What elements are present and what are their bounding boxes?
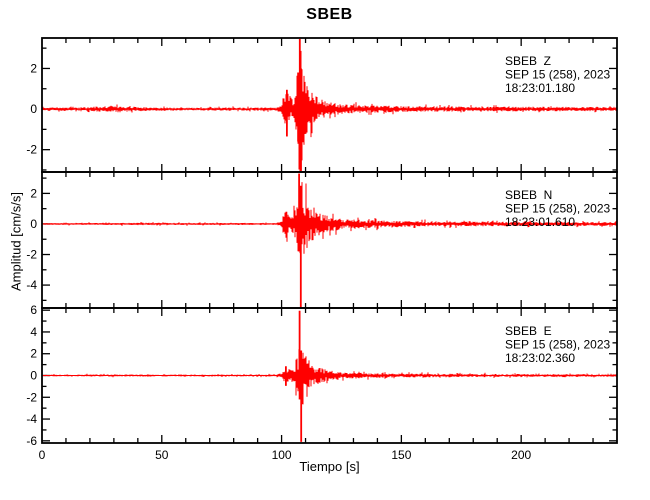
y-tick-label: 2 [30, 186, 37, 200]
y-tick-label: 2 [30, 61, 37, 75]
panel-annotation-line: SEP 15 (258), 2023 [505, 338, 611, 352]
y-tick-label: 6 [30, 303, 37, 317]
y-tick-label: -4 [26, 412, 37, 426]
panel-annotation-line: 18:23:01.180 [505, 81, 575, 95]
x-tick-label: 200 [511, 448, 531, 462]
panel-annotation-line: SBEB Z [505, 54, 551, 68]
y-tick-label: 4 [30, 325, 37, 339]
x-axis-label: Tiempo [s] [299, 459, 360, 474]
page-title: SBEB [306, 6, 353, 23]
y-tick-label: 2 [30, 347, 37, 361]
panel-frame [41, 307, 618, 444]
y-tick-label: 0 [30, 102, 37, 116]
y-tick-label: 0 [30, 369, 37, 383]
x-tick-label: 150 [391, 448, 411, 462]
y-tick-label: -2 [26, 390, 37, 404]
panel-annotation-line: SBEB E [505, 324, 552, 338]
x-tick-label: 100 [272, 448, 292, 462]
panel-annotation-line: 18:23:01.610 [505, 215, 575, 229]
x-tick-label: 50 [155, 448, 169, 462]
y-tick-label: 0 [30, 217, 37, 231]
panel-annotation-line: SEP 15 (258), 2023 [505, 202, 611, 216]
x-tick-label: 0 [39, 448, 46, 462]
y-tick-label: -6 [26, 434, 37, 448]
panel-annotation-line: SBEB N [505, 188, 552, 202]
panel-annotation-line: SEP 15 (258), 2023 [505, 68, 611, 82]
y-tick-label: -2 [26, 248, 37, 262]
y-tick-label: -4 [26, 278, 37, 292]
panel-annotation-line: 18:23:02.360 [505, 351, 575, 365]
y-axis-label: Amplitud [cm/s/s] [8, 192, 24, 291]
y-tick-label: -2 [26, 143, 37, 157]
